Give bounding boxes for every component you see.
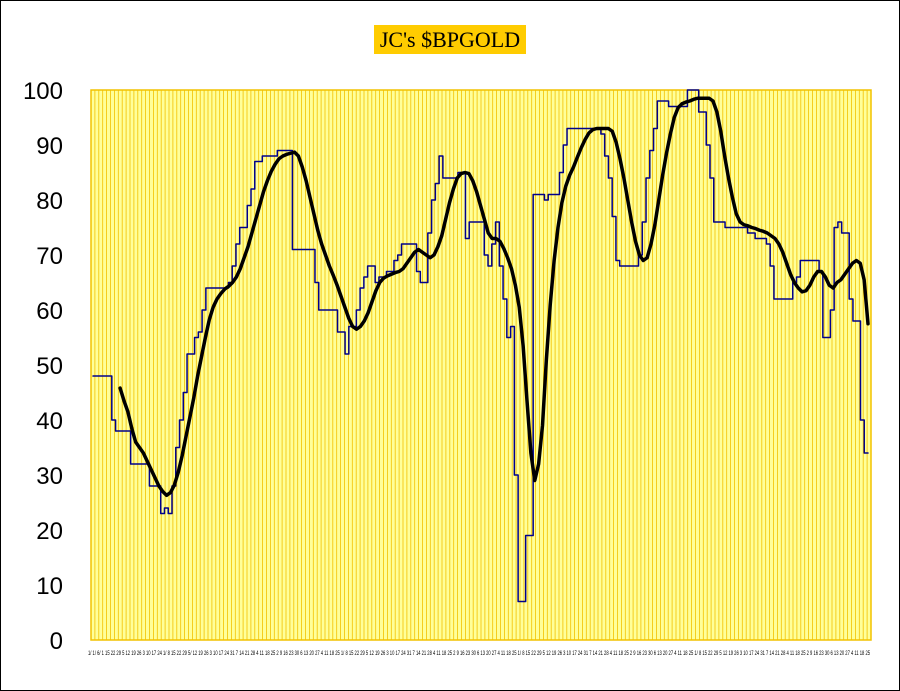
y-tick-label: 80	[36, 188, 63, 215]
y-tick-label: 100	[23, 78, 63, 105]
plot-border	[90, 89, 872, 641]
y-tick-label: 30	[36, 463, 63, 490]
y-tick-label: 0	[50, 628, 63, 655]
chart-title-wrap: JC's $BPGOLD	[0, 25, 900, 54]
x-axis: 1/ 1/ 6/ 1 15 22 29 5 12 19 26 3 10 17 2…	[88, 651, 870, 657]
x-tick-labels: 1/ 1/ 6/ 1 15 22 29 5 12 19 26 3 10 17 2…	[88, 651, 870, 657]
grid-lines	[90, 89, 872, 641]
y-tick-label: 20	[36, 518, 63, 545]
smoothed-series-line	[118, 96, 870, 498]
y-axis: 0 10 20 30 40 50 60 70 80 90 100	[23, 78, 63, 655]
y-tick-label: 40	[36, 408, 63, 435]
y-tick-label: 60	[36, 298, 63, 325]
y-tick-label: 50	[36, 353, 63, 380]
series-lines	[92, 89, 870, 603]
y-tick-label: 90	[36, 133, 63, 160]
y-tick-label: 10	[36, 573, 63, 600]
chart-title: JC's $BPGOLD	[373, 25, 527, 54]
y-tick-label: 70	[36, 243, 63, 270]
